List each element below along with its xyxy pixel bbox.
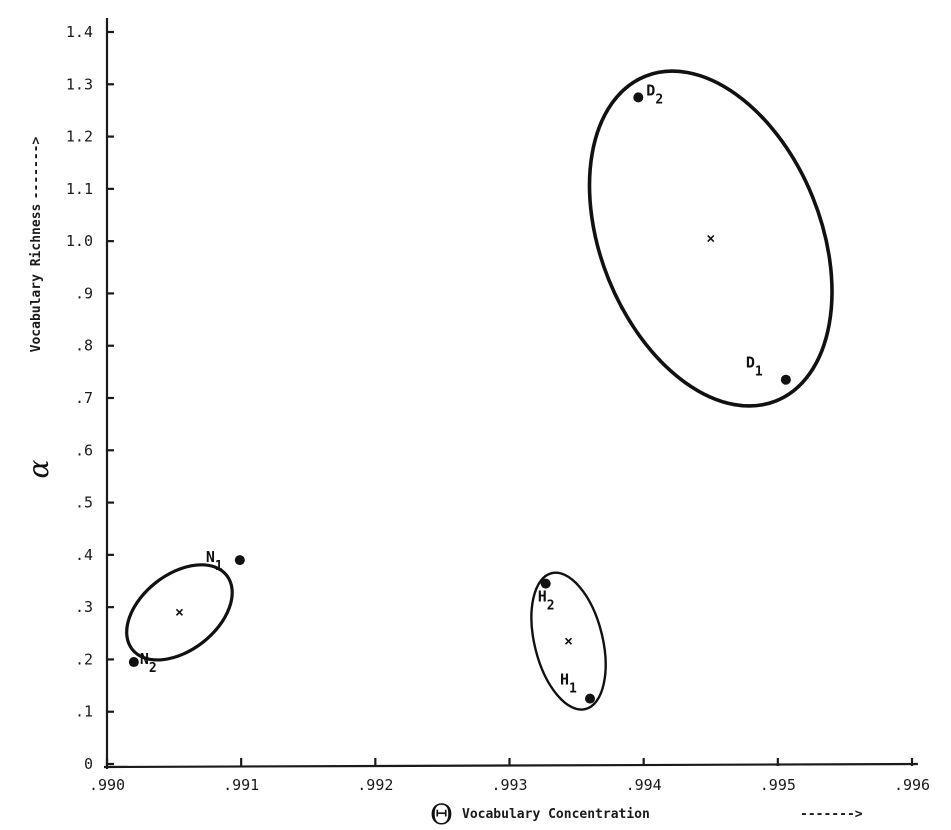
cluster-ellipse bbox=[530, 571, 607, 711]
x-axis-label: Vocabulary Concentration bbox=[462, 807, 650, 822]
x-axis-symbol: Θ bbox=[430, 798, 453, 830]
x-axis-ticks: .990 .991 .992 .993 .994 .995 .996 bbox=[89, 758, 930, 794]
axes bbox=[103, 18, 919, 769]
data-point bbox=[780, 374, 791, 385]
y-tick-label: 1.4 bbox=[66, 23, 93, 41]
data-point bbox=[234, 555, 245, 566]
y-tick-label: .4 bbox=[75, 546, 93, 564]
cluster-center-mark bbox=[175, 608, 184, 616]
data-point bbox=[585, 693, 595, 704]
y-tick-label: .6 bbox=[75, 441, 93, 459]
cluster-center-mark bbox=[564, 637, 573, 645]
x-tick-label: .993 bbox=[491, 776, 527, 794]
y-tick-label: .5 bbox=[75, 494, 93, 512]
x-tick-label: .991 bbox=[223, 776, 259, 794]
point-label: H1 bbox=[560, 671, 577, 697]
point-label: N1 bbox=[206, 548, 223, 574]
y-tick-label: .2 bbox=[75, 650, 93, 668]
point-label: D2 bbox=[646, 81, 663, 107]
x-tick-label: .994 bbox=[626, 776, 662, 794]
y-tick-label: .1 bbox=[75, 703, 93, 721]
cluster-ellipses bbox=[125, 69, 834, 711]
y-axis-title: α bbox=[22, 459, 55, 478]
point-label: N2 bbox=[140, 650, 157, 676]
y-axis-ticks: 0 .1 .2 .3 .4 .5 .6 .7 .8 .9 1.0 1.1 1.2 1.3 1.4 bbox=[66, 23, 114, 773]
point-label: H2 bbox=[538, 588, 555, 614]
y-tick-label: 1.2 bbox=[66, 128, 93, 146]
data-point bbox=[540, 578, 551, 589]
y-tick-label: 0 bbox=[84, 755, 93, 773]
x-tick-label: .996 bbox=[894, 776, 930, 794]
data-point bbox=[633, 92, 644, 103]
x-tick-label: .995 bbox=[760, 776, 796, 794]
x-tick-label: .990 bbox=[89, 776, 125, 794]
y-tick-label: .7 bbox=[75, 389, 93, 407]
cluster-ellipse bbox=[125, 563, 234, 662]
y-tick-label: 1.0 bbox=[66, 232, 93, 250]
y-axis-label-group: Vocabulary Richness -------> bbox=[29, 137, 44, 353]
x-axis-line bbox=[103, 762, 919, 769]
cluster-centers bbox=[175, 234, 715, 645]
point-label: D1 bbox=[746, 354, 763, 380]
x-axis-arrow: -------> bbox=[800, 807, 863, 822]
x-tick-label: .992 bbox=[357, 776, 393, 794]
data-point bbox=[128, 657, 139, 668]
y-tick-label: 1.3 bbox=[66, 75, 93, 93]
y-axis-label: Vocabulary Richness bbox=[29, 204, 44, 353]
y-tick-label: .8 bbox=[75, 337, 93, 355]
y-tick-label: .3 bbox=[75, 598, 93, 616]
cluster-center-mark bbox=[707, 234, 715, 243]
y-axis-arrow: -------> bbox=[29, 137, 44, 200]
y-tick-label: 1.1 bbox=[66, 180, 93, 198]
y-tick-label: .9 bbox=[75, 284, 93, 302]
y-axis-symbol: α bbox=[22, 459, 55, 478]
cluster-ellipse bbox=[587, 69, 834, 408]
